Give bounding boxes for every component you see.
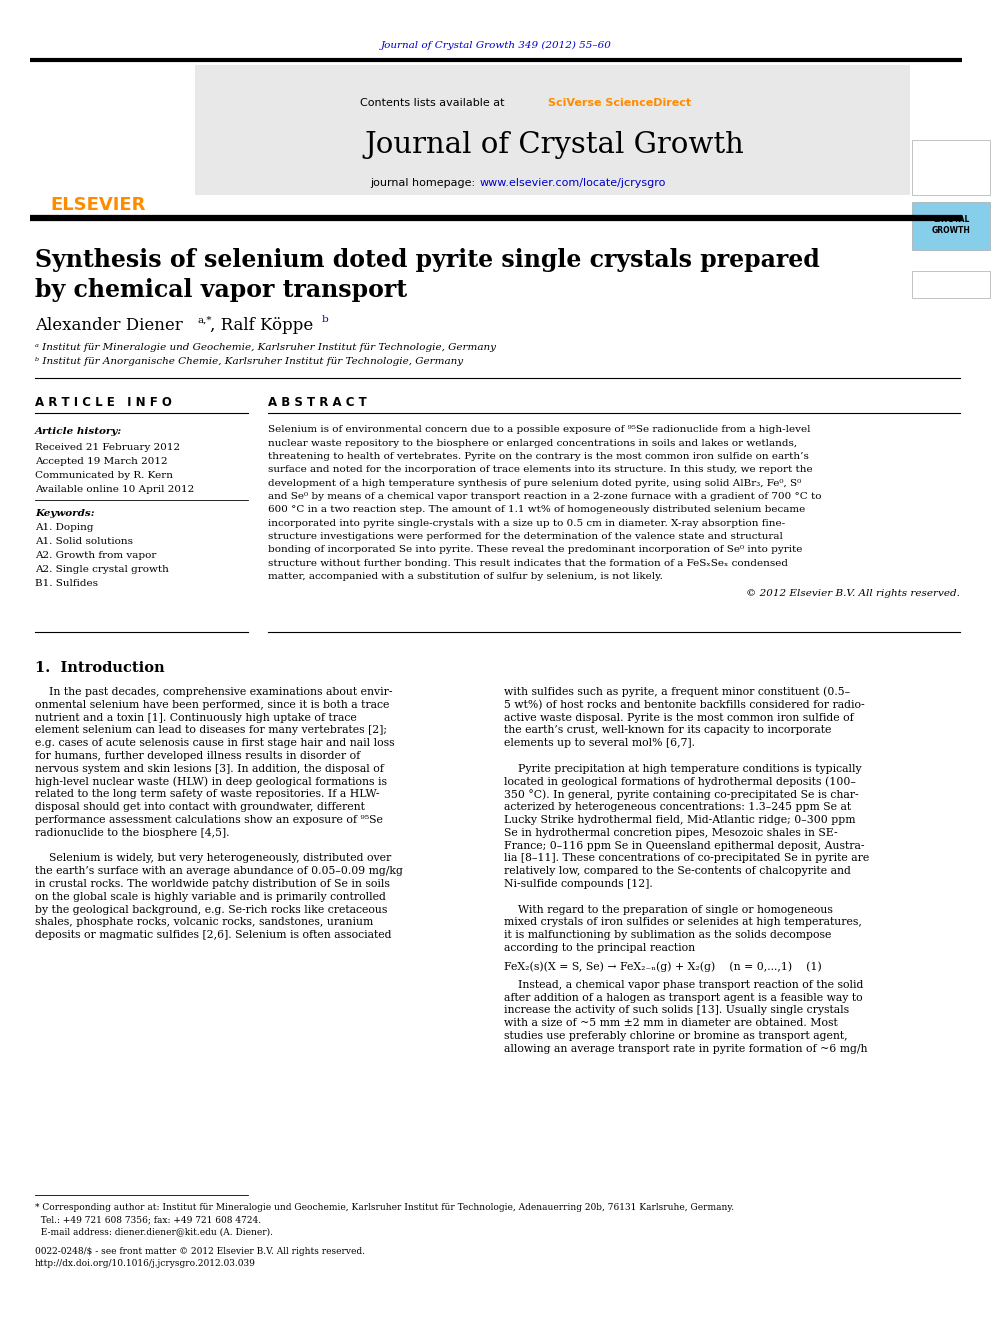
Text: Synthesis of selenium doted pyrite single crystals prepared: Synthesis of selenium doted pyrite singl…: [35, 247, 819, 273]
Text: by the geological background, e.g. Se-rich rocks like cretaceous: by the geological background, e.g. Se-ri…: [35, 905, 387, 914]
Text: radionuclide to the biosphere [4,5].: radionuclide to the biosphere [4,5].: [35, 828, 229, 837]
Bar: [912, 140, 990, 194]
Text: A1. Doping: A1. Doping: [35, 524, 93, 532]
Text: 0022-0248/$ - see front matter © 2012 Elsevier B.V. All rights reserved.: 0022-0248/$ - see front matter © 2012 El…: [35, 1248, 365, 1257]
Text: FeX₂(s)(X = S, Se) → FeX₂₋ₙ(g) + X₂(g)    (n = 0,...,1)    (1): FeX₂(s)(X = S, Se) → FeX₂₋ₙ(g) + X₂(g) (…: [504, 962, 821, 972]
Bar: [912, 271, 990, 298]
Text: Tel.: +49 721 608 7356; fax: +49 721 608 4724.: Tel.: +49 721 608 7356; fax: +49 721 608…: [35, 1216, 261, 1225]
Text: matter, accompanied with a substitution of sulfur by selenium, is not likely.: matter, accompanied with a substitution …: [268, 572, 663, 581]
Bar: [195, 65, 910, 194]
Text: 350 °C). In general, pyrite containing co-precipitated Se is char-: 350 °C). In general, pyrite containing c…: [504, 789, 859, 800]
Text: With regard to the preparation of single or homogeneous: With regard to the preparation of single…: [504, 905, 833, 914]
Text: * Corresponding author at: Institut für Mineralogie und Geochemie, Karlsruher In: * Corresponding author at: Institut für …: [35, 1204, 734, 1212]
Text: Se in hydrothermal concretion pipes, Mesozoic shales in SE-: Se in hydrothermal concretion pipes, Mes…: [504, 828, 837, 837]
Text: 5 wt%) of host rocks and bentonite backfills considered for radio-: 5 wt%) of host rocks and bentonite backf…: [504, 700, 865, 710]
Text: A2. Single crystal growth: A2. Single crystal growth: [35, 565, 169, 574]
Text: element selenium can lead to diseases for many vertebrates [2];: element selenium can lead to diseases fo…: [35, 725, 387, 736]
Text: e.g. cases of acute selenosis cause in first stage hair and nail loss: e.g. cases of acute selenosis cause in f…: [35, 738, 395, 749]
Text: Pyrite precipitation at high temperature conditions is typically: Pyrite precipitation at high temperature…: [504, 763, 862, 774]
Text: disposal should get into contact with groundwater, different: disposal should get into contact with gr…: [35, 802, 365, 812]
Text: for humans, further developed illness results in disorder of: for humans, further developed illness re…: [35, 751, 360, 761]
Text: Accepted 19 March 2012: Accepted 19 March 2012: [35, 456, 168, 466]
Text: performance assessment calculations show an exposure of ⁹⁵Se: performance assessment calculations show…: [35, 815, 383, 826]
Text: elements up to several mol% [6,7].: elements up to several mol% [6,7].: [504, 738, 695, 749]
Text: surface and noted for the incorporation of trace elements into its structure. In: surface and noted for the incorporation …: [268, 466, 812, 475]
Text: the earth’s surface with an average abundance of 0.05–0.09 mg/kg: the earth’s surface with an average abun…: [35, 867, 403, 876]
Text: increase the activity of such solids [13]. Usually single crystals: increase the activity of such solids [13…: [504, 1005, 849, 1015]
Text: with a size of ~5 mm ±2 mm in diameter are obtained. Most: with a size of ~5 mm ±2 mm in diameter a…: [504, 1019, 838, 1028]
Text: Available online 10 April 2012: Available online 10 April 2012: [35, 484, 194, 493]
Text: Instead, a chemical vapor phase transport reaction of the solid: Instead, a chemical vapor phase transpor…: [504, 980, 863, 990]
Text: acterized by heterogeneous concentrations: 1.3–245 ppm Se at: acterized by heterogeneous concentration…: [504, 802, 851, 812]
Text: http://dx.doi.org/10.1016/j.jcrysgro.2012.03.039: http://dx.doi.org/10.1016/j.jcrysgro.201…: [35, 1259, 256, 1269]
Text: Selenium is of environmental concern due to a possible exposure of ⁹⁵Se radionuc: Selenium is of environmental concern due…: [268, 426, 810, 434]
Text: A1. Solid solutions: A1. Solid solutions: [35, 537, 133, 546]
Text: b: b: [322, 315, 328, 324]
Text: it is malfunctioning by sublimation as the solids decompose: it is malfunctioning by sublimation as t…: [504, 930, 831, 941]
Text: 600 °C in a two reaction step. The amount of 1.1 wt% of homogeneously distribute: 600 °C in a two reaction step. The amoun…: [268, 505, 806, 515]
Text: bonding of incorporated Se into pyrite. These reveal the predominant incorporati: bonding of incorporated Se into pyrite. …: [268, 545, 803, 554]
Text: A2. Growth from vapor: A2. Growth from vapor: [35, 552, 157, 561]
Text: CRYSTAL
GROWTH: CRYSTAL GROWTH: [931, 216, 970, 234]
Text: structure without further bonding. This result indicates that the formation of a: structure without further bonding. This …: [268, 558, 788, 568]
Text: ᵃ Institut für Mineralogie und Geochemie, Karlsruher Institut für Technologie, G: ᵃ Institut für Mineralogie und Geochemie…: [35, 343, 496, 352]
Text: active waste disposal. Pyrite is the most common iron sulfide of: active waste disposal. Pyrite is the mos…: [504, 713, 854, 722]
Text: by chemical vapor transport: by chemical vapor transport: [35, 278, 407, 302]
Text: lia [8–11]. These concentrations of co-precipitated Se in pyrite are: lia [8–11]. These concentrations of co-p…: [504, 853, 869, 864]
Text: Article history:: Article history:: [35, 427, 122, 437]
Text: studies use preferably chlorine or bromine as transport agent,: studies use preferably chlorine or bromi…: [504, 1031, 847, 1041]
Text: related to the long term safety of waste repositories. If a HLW-: related to the long term safety of waste…: [35, 790, 380, 799]
Text: with sulfides such as pyrite, a frequent minor constituent (0.5–: with sulfides such as pyrite, a frequent…: [504, 687, 850, 697]
Text: Alexander Diener: Alexander Diener: [35, 316, 183, 333]
Text: Selenium is widely, but very heterogeneously, distributed over: Selenium is widely, but very heterogeneo…: [35, 853, 391, 864]
Text: France; 0–116 ppm Se in Queensland epithermal deposit, Austra-: France; 0–116 ppm Se in Queensland epith…: [504, 840, 864, 851]
Text: nervous system and skin lesions [3]. In addition, the disposal of: nervous system and skin lesions [3]. In …: [35, 763, 384, 774]
Text: Received 21 February 2012: Received 21 February 2012: [35, 442, 181, 451]
Text: the earth’s crust, well-known for its capacity to incorporate: the earth’s crust, well-known for its ca…: [504, 725, 831, 736]
Text: Journal of Crystal Growth: Journal of Crystal Growth: [364, 131, 744, 159]
Text: A B S T R A C T: A B S T R A C T: [268, 397, 367, 410]
Text: relatively low, compared to the Se-contents of chalcopyrite and: relatively low, compared to the Se-conte…: [504, 867, 851, 876]
Text: allowing an average transport rate in pyrite formation of ~6 mg/h: allowing an average transport rate in py…: [504, 1044, 867, 1054]
Text: B1. Sulfides: B1. Sulfides: [35, 579, 98, 589]
Text: Ni-sulfide compounds [12].: Ni-sulfide compounds [12].: [504, 878, 653, 889]
Text: Communicated by R. Kern: Communicated by R. Kern: [35, 471, 173, 479]
Text: www.elsevier.com/locate/jcrysgro: www.elsevier.com/locate/jcrysgro: [480, 179, 667, 188]
Text: a,*: a,*: [197, 315, 211, 324]
Text: mixed crystals of iron sulfides or selenides at high temperatures,: mixed crystals of iron sulfides or selen…: [504, 917, 862, 927]
Text: Keywords:: Keywords:: [35, 509, 94, 519]
Text: development of a high temperature synthesis of pure selenium doted pyrite, using: development of a high temperature synthe…: [268, 479, 802, 488]
Text: , Ralf Köppe: , Ralf Köppe: [210, 316, 313, 333]
Text: located in geological formations of hydrothermal deposits (100–: located in geological formations of hydr…: [504, 777, 856, 787]
Text: in crustal rocks. The worldwide patchy distribution of Se in soils: in crustal rocks. The worldwide patchy d…: [35, 878, 390, 889]
Text: on the global scale is highly variable and is primarily controlled: on the global scale is highly variable a…: [35, 892, 386, 902]
Bar: [30, 65, 195, 194]
Text: high-level nuclear waste (HLW) in deep geological formations is: high-level nuclear waste (HLW) in deep g…: [35, 777, 387, 787]
Text: Contents lists available at: Contents lists available at: [360, 98, 508, 108]
Text: and Se⁰ by means of a chemical vapor transport reaction in a 2-zone furnace with: and Se⁰ by means of a chemical vapor tra…: [268, 492, 821, 501]
Text: Lucky Strike hydrothermal field, Mid-Atlantic ridge; 0–300 ppm: Lucky Strike hydrothermal field, Mid-Atl…: [504, 815, 855, 826]
Text: In the past decades, comprehensive examinations about envir-: In the past decades, comprehensive exami…: [35, 687, 393, 697]
Text: Journal of Crystal Growth 349 (2012) 55–60: Journal of Crystal Growth 349 (2012) 55–…: [381, 41, 611, 49]
Text: 1.  Introduction: 1. Introduction: [35, 662, 165, 675]
Text: A R T I C L E   I N F O: A R T I C L E I N F O: [35, 397, 172, 410]
Text: © 2012 Elsevier B.V. All rights reserved.: © 2012 Elsevier B.V. All rights reserved…: [746, 589, 960, 598]
Text: incorporated into pyrite single-crystals with a size up to 0.5 cm in diameter. X: incorporated into pyrite single-crystals…: [268, 519, 785, 528]
Text: threatening to health of vertebrates. Pyrite on the contrary is the most common : threatening to health of vertebrates. Py…: [268, 452, 808, 462]
Text: nuclear waste repository to the biosphere or enlarged concentrations in soils an: nuclear waste repository to the biospher…: [268, 439, 798, 447]
Text: after addition of a halogen as transport agent is a feasible way to: after addition of a halogen as transport…: [504, 992, 863, 1003]
Text: shales, phosphate rocks, volcanic rocks, sandstones, uranium: shales, phosphate rocks, volcanic rocks,…: [35, 917, 373, 927]
Text: deposits or magmatic sulfides [2,6]. Selenium is often associated: deposits or magmatic sulfides [2,6]. Sel…: [35, 930, 392, 941]
Bar: [912, 202, 990, 250]
Text: ᵇ Institut für Anorganische Chemie, Karlsruher Institut für Technologie, Germany: ᵇ Institut für Anorganische Chemie, Karl…: [35, 357, 463, 366]
Text: E-mail address: diener.diener@kit.edu (A. Diener).: E-mail address: diener.diener@kit.edu (A…: [35, 1228, 273, 1237]
Text: structure investigations were performed for the determination of the valence sta: structure investigations were performed …: [268, 532, 783, 541]
Text: onmental selenium have been performed, since it is both a trace: onmental selenium have been performed, s…: [35, 700, 390, 710]
Text: nutrient and a toxin [1]. Continuously high uptake of trace: nutrient and a toxin [1]. Continuously h…: [35, 713, 357, 722]
Text: journal homepage:: journal homepage:: [370, 179, 478, 188]
Text: according to the principal reaction: according to the principal reaction: [504, 943, 695, 953]
Text: ELSEVIER: ELSEVIER: [51, 196, 146, 214]
Text: SciVerse ScienceDirect: SciVerse ScienceDirect: [548, 98, 691, 108]
